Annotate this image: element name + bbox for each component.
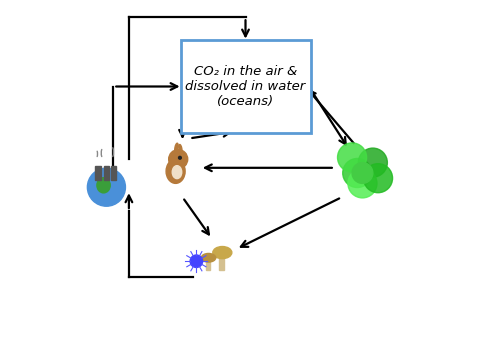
Circle shape (168, 149, 188, 169)
Circle shape (338, 143, 366, 172)
Ellipse shape (97, 178, 110, 193)
Ellipse shape (174, 143, 178, 153)
Bar (104, 166, 109, 180)
Bar (206, 257, 210, 270)
Ellipse shape (166, 159, 185, 183)
Circle shape (352, 163, 373, 183)
Circle shape (88, 168, 126, 206)
Circle shape (342, 158, 372, 188)
Bar (219, 252, 224, 270)
Ellipse shape (179, 145, 182, 153)
Bar (95, 166, 100, 180)
Text: CO₂ in the air &
dissolved in water
(oceans): CO₂ in the air & dissolved in water (oce… (186, 65, 306, 108)
Circle shape (358, 148, 388, 177)
Bar (110, 166, 116, 180)
Circle shape (348, 169, 377, 198)
Ellipse shape (201, 253, 216, 262)
Circle shape (178, 156, 182, 159)
Ellipse shape (213, 246, 232, 259)
Circle shape (364, 164, 392, 193)
Circle shape (190, 255, 202, 267)
Ellipse shape (172, 166, 182, 179)
FancyBboxPatch shape (181, 40, 310, 133)
